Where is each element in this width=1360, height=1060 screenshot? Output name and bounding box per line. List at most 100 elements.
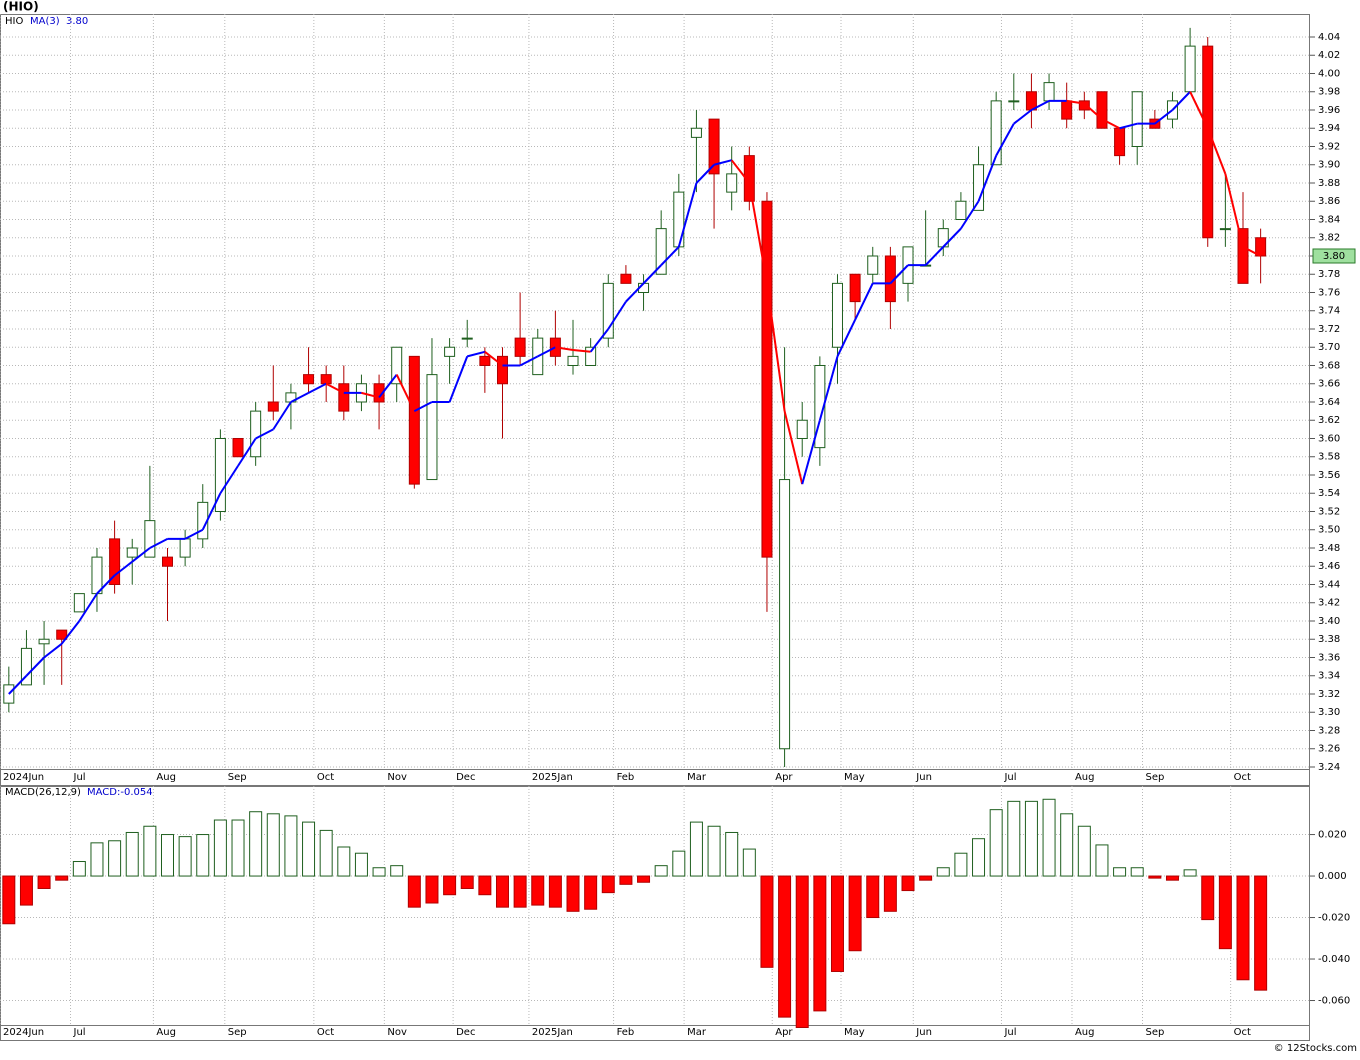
macd-panel	[0, 786, 1310, 1041]
macd-bar	[2, 875, 16, 925]
y-tick-label: 3.42	[1318, 598, 1340, 609]
ma-line	[519, 355, 539, 367]
y-tick-label: 3.96	[1318, 105, 1340, 116]
macd-bar	[954, 852, 968, 877]
macd-bar	[143, 825, 157, 877]
ma-line	[642, 264, 662, 285]
macd-bar	[1218, 875, 1232, 950]
x-tick-label: Jul	[73, 772, 86, 783]
macd-bar	[813, 875, 827, 1012]
x-tick-label: Sep	[228, 772, 247, 783]
ma-line	[78, 593, 98, 622]
candle-body	[126, 547, 138, 558]
ma-line	[801, 419, 821, 485]
candle-body	[602, 282, 614, 339]
ma-line	[924, 246, 944, 266]
ma-line	[308, 382, 327, 394]
macd-bar	[495, 875, 509, 908]
x-tick-label: Aug	[1075, 772, 1095, 783]
y-tick-label: 3.68	[1318, 360, 1340, 371]
y-tick-label: 3.44	[1318, 579, 1340, 590]
candle-body	[867, 255, 879, 275]
x-tick-label: Feb	[617, 1027, 635, 1038]
ma-line	[96, 574, 116, 595]
macd-bar	[108, 840, 122, 877]
ma-line	[677, 182, 698, 248]
macd-bar	[1077, 825, 1091, 877]
ma-line	[201, 492, 222, 531]
y-tick-label: 3.48	[1318, 543, 1340, 554]
macd-bar	[37, 875, 51, 889]
candle-body	[267, 401, 279, 412]
ma-line	[748, 182, 768, 284]
candle-body	[1219, 228, 1231, 231]
macd-bar	[354, 852, 368, 877]
macd-bar	[90, 842, 104, 877]
candle-body	[849, 273, 861, 303]
ma-line	[836, 319, 857, 357]
candle-body	[444, 346, 456, 357]
macd-bar	[548, 875, 562, 908]
x-tick-label: Mar	[687, 772, 707, 783]
macd-bar	[1113, 867, 1127, 877]
candle-body	[320, 374, 332, 385]
x-tick-label: Sep	[228, 1027, 247, 1038]
y-tick-label: 3.26	[1318, 744, 1340, 755]
ma-line	[960, 200, 980, 230]
macd-bar	[231, 819, 245, 877]
y-tick-label: 3.98	[1318, 87, 1340, 98]
macd-bar	[707, 825, 721, 877]
macd-bar	[1201, 875, 1215, 921]
candle-body	[479, 355, 491, 366]
candle-body	[426, 374, 438, 481]
ma-line	[607, 301, 627, 330]
ma-line	[818, 356, 839, 421]
macd-bar	[302, 821, 316, 877]
macd-bar	[1183, 869, 1197, 877]
candle-body	[73, 593, 85, 613]
ma-line	[589, 328, 610, 353]
y-tick-label: -0.040	[1318, 954, 1350, 965]
y-tick-label: 3.92	[1318, 141, 1340, 152]
ma-line	[378, 374, 398, 399]
ma-line	[149, 537, 168, 549]
y-tick-label: 3.50	[1318, 525, 1340, 536]
candle-body	[708, 118, 720, 175]
macd-bar	[584, 875, 598, 910]
candle-body	[690, 127, 702, 138]
macd-bar	[972, 838, 986, 877]
y-tick-label: 3.66	[1318, 379, 1340, 390]
macd-bar	[1130, 867, 1144, 877]
macd-bar	[319, 829, 333, 877]
candle-body	[338, 383, 350, 412]
candle-body	[496, 355, 508, 385]
x-tick-label: Jun	[915, 772, 932, 783]
y-tick-label: 3.88	[1318, 178, 1340, 189]
ma-line	[783, 410, 804, 485]
x-tick-label: Aug	[156, 1027, 176, 1038]
macd-bar	[266, 813, 280, 877]
y-tick-label: 3.72	[1318, 324, 1340, 335]
y-tick-label: -0.020	[1318, 913, 1350, 924]
macd-bar	[372, 867, 386, 877]
y-tick-label: 3.94	[1318, 123, 1340, 134]
ma-line	[25, 656, 45, 677]
candle-body	[514, 337, 526, 357]
ma-line	[484, 351, 504, 367]
y-tick-label: 3.78	[1318, 269, 1340, 280]
macd-bar	[1042, 798, 1056, 877]
x-tick-label: Sep	[1146, 1027, 1165, 1038]
candle-body	[1131, 91, 1143, 147]
candle-body	[673, 191, 685, 248]
x-tick-label: Aug	[156, 772, 176, 783]
ma-line	[695, 164, 715, 184]
x-tick-label: Dec	[456, 1027, 475, 1038]
candle-body	[990, 100, 1002, 166]
macd-bar	[919, 875, 933, 881]
candle-body	[20, 647, 32, 686]
ma-line	[448, 356, 469, 403]
x-tick-label: Nov	[387, 772, 407, 783]
y-tick-label: 3.40	[1318, 616, 1340, 627]
macd-bar	[1095, 844, 1109, 877]
macd-bar	[637, 875, 651, 883]
